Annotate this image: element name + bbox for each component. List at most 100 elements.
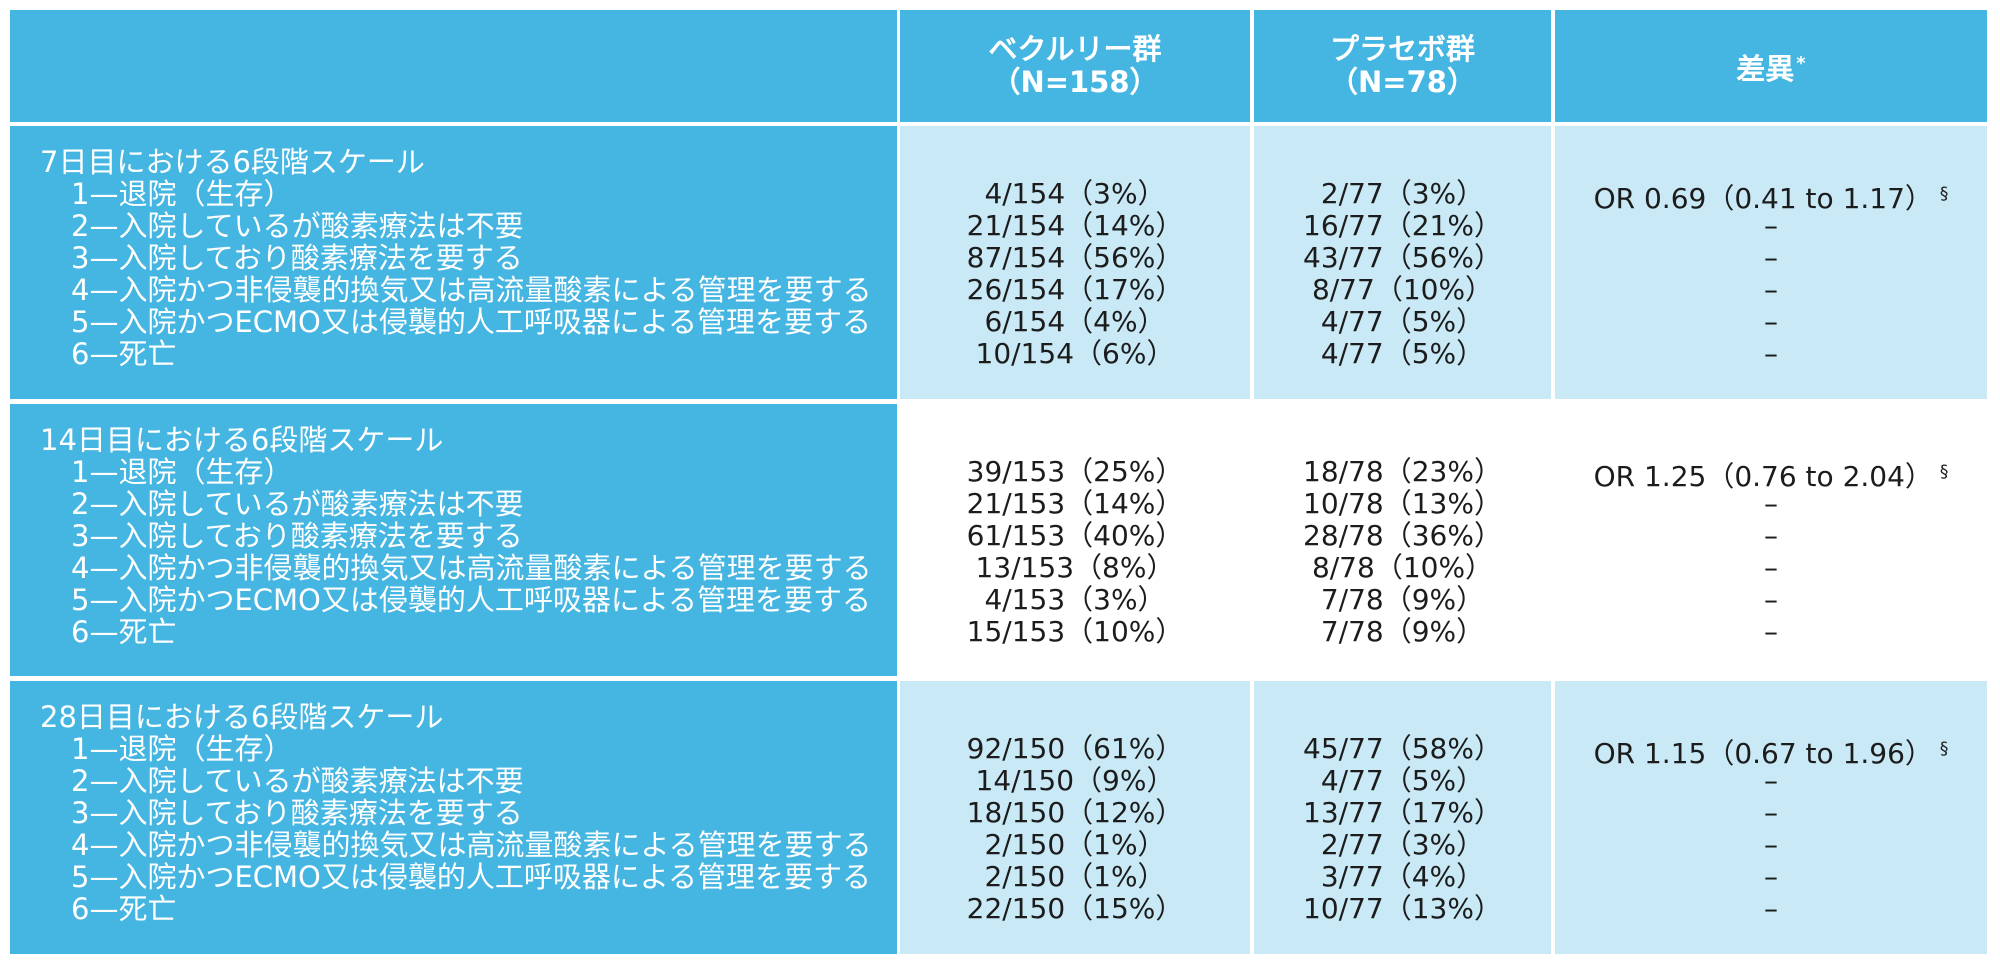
veklury-value: 2/150（1%） — [984, 860, 1166, 893]
day14-veklury-cell: 39/153（25%） 21/153（14%） 61/153（40%） 13/1… — [900, 404, 1250, 676]
day28-difference-cell: OR 1.15（0.67 to 1.96） § – – – – – — [1555, 681, 1987, 954]
scale-item-label: 3—入院しており酸素療法を要する — [71, 241, 523, 275]
placebo-value: 8/78（10%） — [1311, 551, 1494, 584]
veklury-value: 92/150（61%） — [966, 732, 1184, 765]
placebo-value: 45/77（58%） — [1303, 732, 1502, 765]
difference-value: – — [1764, 241, 1778, 274]
veklury-value: 87/154（56%） — [966, 241, 1184, 274]
day7-veklury-cell: 4/154（3%） 21/154（14%） 87/154（56%） 26/154… — [900, 126, 1250, 399]
header-corner-cell — [10, 10, 897, 122]
header-difference-title: 差異 * — [1736, 47, 1805, 86]
day28-label-cell: 28日目における6段階スケール 1—退院（生存） 2—入院しているが酸素療法は不… — [10, 681, 897, 954]
veklury-value: 21/153（14%） — [966, 487, 1184, 520]
difference-value: – — [1764, 796, 1778, 829]
day14-title: 14日目における6段階スケール — [40, 423, 444, 457]
placebo-value: 7/78（9%） — [1320, 583, 1485, 616]
odds-ratio-value: OR 1.15（0.67 to 1.96） — [1593, 737, 1933, 770]
veklury-value: 21/154（14%） — [966, 209, 1184, 242]
scale-item-label: 2—入院しているが酸素療法は不要 — [71, 209, 524, 243]
difference-value: – — [1764, 337, 1778, 370]
header-veklury-n: （N=158） — [991, 65, 1159, 99]
day7-placebo-cell: 2/77（3%） 16/77（21%） 43/77（56%） 8/77（10%）… — [1254, 126, 1551, 399]
placebo-value: 4/77（5%） — [1320, 764, 1485, 797]
difference-value: – — [1764, 860, 1778, 893]
difference-value: – — [1764, 828, 1778, 861]
section-mark: § — [1939, 739, 1949, 759]
scale-item-label: 1—退院（生存） — [71, 177, 293, 211]
difference-value: – — [1764, 487, 1778, 520]
veklury-value: 61/153（40%） — [966, 519, 1184, 552]
header-difference-cell: 差異 * — [1555, 10, 1987, 122]
placebo-value: 13/77（17%） — [1303, 796, 1502, 829]
veklury-value: 26/154（17%） — [966, 273, 1184, 306]
difference-value: – — [1764, 583, 1778, 616]
header-difference-label: 差異 — [1736, 51, 1795, 86]
scale-item-label: 2—入院しているが酸素療法は不要 — [71, 764, 524, 798]
scale-item-label: 5—入院かつECMO又は侵襲的人工呼吸器による管理を要する — [71, 305, 872, 339]
difference-value: – — [1764, 892, 1778, 925]
difference-value: – — [1764, 519, 1778, 552]
day7-title: 7日目における6段階スケール — [40, 145, 425, 179]
difference-value: – — [1764, 305, 1778, 338]
day14-placebo-cell: 18/78（23%） 10/78（13%） 28/78（36%） 8/78（10… — [1254, 404, 1551, 676]
scale-item-label: 6—死亡 — [71, 337, 177, 371]
difference-value: – — [1764, 615, 1778, 648]
veklury-value: 13/153（8%） — [975, 551, 1175, 584]
scale-item-label: 5—入院かつECMO又は侵襲的人工呼吸器による管理を要する — [71, 860, 872, 894]
scale-item-label: 3—入院しており酸素療法を要する — [71, 796, 523, 830]
placebo-value: 2/77（3%） — [1320, 177, 1485, 210]
asterisk-mark: * — [1796, 52, 1806, 74]
placebo-value: 7/78（9%） — [1320, 615, 1485, 648]
scale-item-label: 1—退院（生存） — [71, 732, 293, 766]
scale-item-label: 4—入院かつ非侵襲的換気又は高流量酸素による管理を要する — [71, 551, 872, 585]
placebo-value: 3/77（4%） — [1320, 860, 1485, 893]
day28-placebo-cell: 45/77（58%） 4/77（5%） 13/77（17%） 2/77（3%） … — [1254, 681, 1551, 954]
scale-item-label: 6—死亡 — [71, 615, 177, 649]
header-placebo-title: プラセボ群 — [1329, 32, 1475, 66]
placebo-value: 8/77（10%） — [1311, 273, 1494, 306]
difference-value: – — [1764, 551, 1778, 584]
placebo-value: 28/78（36%） — [1303, 519, 1502, 552]
veklury-value: 15/153（10%） — [966, 615, 1184, 648]
scale-item-label: 2—入院しているが酸素療法は不要 — [71, 487, 524, 521]
header-placebo-cell: プラセボ群 （N=78） — [1254, 10, 1551, 122]
odds-ratio-value: OR 0.69（0.41 to 1.17） — [1593, 182, 1933, 215]
placebo-value: 10/77（13%） — [1303, 892, 1502, 925]
scale-item-label: 4—入院かつ非侵襲的換気又は高流量酸素による管理を要する — [71, 273, 872, 307]
day28-title: 28日目における6段階スケール — [40, 700, 444, 734]
scale-item-label: 1—退院（生存） — [71, 455, 293, 489]
veklury-value: 4/153（3%） — [984, 583, 1166, 616]
placebo-value: 4/77（5%） — [1320, 337, 1485, 370]
veklury-value: 6/154（4%） — [984, 305, 1166, 338]
section-mark: § — [1939, 184, 1949, 204]
scale-item-label: 6—死亡 — [71, 892, 177, 926]
veklury-value: 10/154（6%） — [975, 337, 1175, 370]
placebo-value: 18/78（23%） — [1303, 455, 1502, 488]
veklury-value: 22/150（15%） — [966, 892, 1184, 925]
scale-item-label: 5—入院かつECMO又は侵襲的人工呼吸器による管理を要する — [71, 583, 872, 617]
placebo-value: 43/77（56%） — [1303, 241, 1502, 274]
odds-ratio-line: OR 1.15（0.67 to 1.96） § — [1555, 733, 1987, 770]
header-placebo-n: （N=78） — [1329, 65, 1476, 99]
header-veklury-cell: ベクルリー群 （N=158） — [900, 10, 1250, 122]
placebo-value: 4/77（5%） — [1320, 305, 1485, 338]
veklury-value: 14/150（9%） — [975, 764, 1175, 797]
header-veklury-title: ベクルリー群 — [988, 32, 1162, 66]
scale-item-label: 3—入院しており酸素療法を要する — [71, 519, 523, 553]
veklury-value: 18/150（12%） — [966, 796, 1184, 829]
odds-ratio-value: OR 1.25（0.76 to 2.04） — [1593, 460, 1933, 493]
day14-difference-cell: OR 1.25（0.76 to 2.04） § – – – – – — [1555, 404, 1987, 676]
day7-label-cell: 7日目における6段階スケール 1—退院（生存） 2—入院しているが酸素療法は不要… — [10, 126, 897, 399]
veklury-value: 39/153（25%） — [966, 455, 1184, 488]
difference-value: – — [1764, 764, 1778, 797]
veklury-value: 2/150（1%） — [984, 828, 1166, 861]
veklury-value: 4/154（3%） — [984, 177, 1166, 210]
odds-ratio-line: OR 1.25（0.76 to 2.04） § — [1555, 456, 1987, 493]
placebo-value: 10/78（13%） — [1303, 487, 1502, 520]
day14-label-cell: 14日目における6段階スケール 1—退院（生存） 2—入院しているが酸素療法は不… — [10, 404, 897, 676]
difference-value: – — [1764, 273, 1778, 306]
difference-value: – — [1764, 209, 1778, 242]
day7-difference-cell: OR 0.69（0.41 to 1.17） § – – – – – — [1555, 126, 1987, 399]
placebo-value: 16/77（21%） — [1303, 209, 1502, 242]
placebo-value: 2/77（3%） — [1320, 828, 1485, 861]
